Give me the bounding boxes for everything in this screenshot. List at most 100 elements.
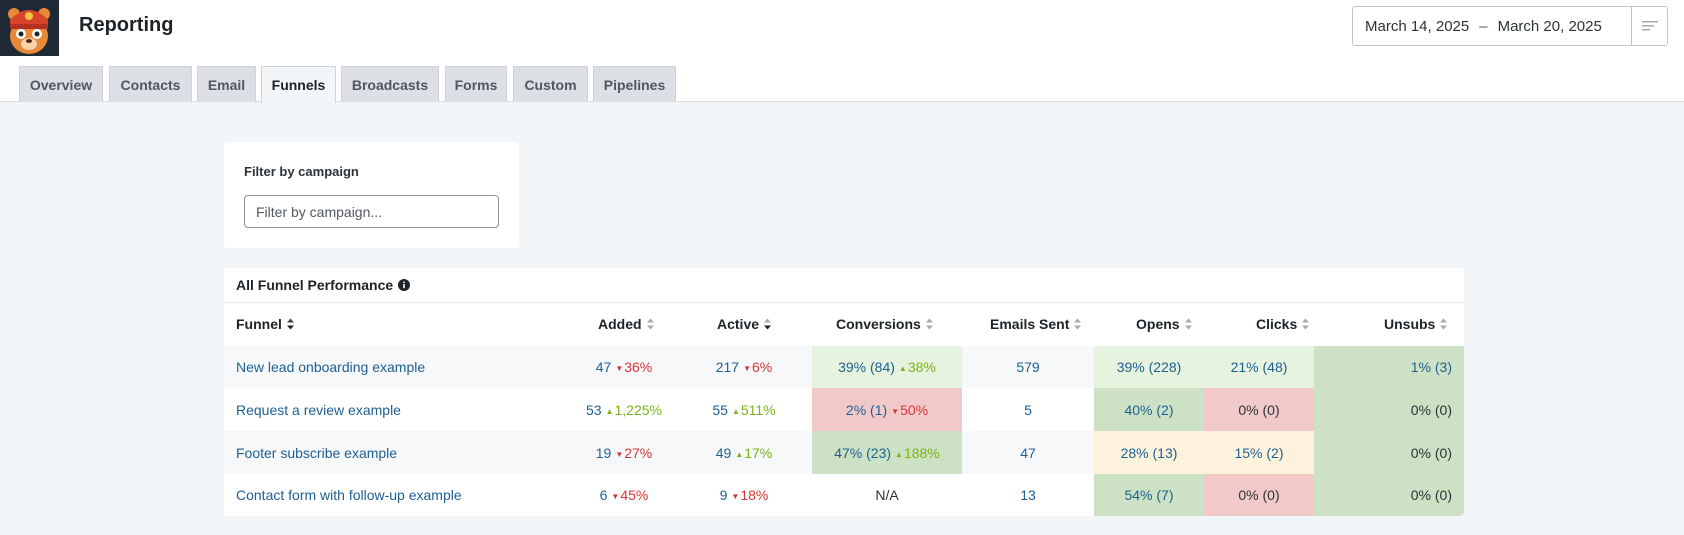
column-header-unsubs[interactable]: Unsubs	[1384, 316, 1448, 332]
cell-value: 54% (7)	[1124, 487, 1174, 503]
info-circle-icon[interactable]	[398, 279, 411, 291]
sort-desc-icon	[286, 318, 294, 330]
sort-arrows-icon	[1440, 318, 1448, 330]
funnel-link[interactable]: Request a review example	[224, 388, 544, 431]
delta-up: ▲38%	[899, 359, 936, 375]
delta-value: 18%	[740, 487, 769, 503]
delta-up: ▲511%	[732, 402, 776, 418]
arrow-up-icon: ▲	[605, 406, 614, 416]
delta-down: ▼50%	[891, 402, 928, 418]
clicks-cell[interactable]: 15% (2)	[1204, 431, 1314, 474]
unsubs-cell[interactable]: 1% (3)	[1314, 346, 1464, 388]
cell-value: 217	[715, 359, 740, 375]
tab-overview[interactable]: Overview	[19, 66, 103, 102]
cell-value: 49	[715, 444, 732, 461]
opens-cell[interactable]: 39% (228)	[1094, 346, 1204, 388]
cell-value: New lead onboarding example	[236, 359, 426, 375]
cell-value: 21% (48)	[1230, 359, 1288, 375]
date-separator: –	[1479, 18, 1488, 35]
cell-value: 28% (13)	[1120, 444, 1178, 461]
active-cell[interactable]: 55 ▲511%	[674, 388, 814, 431]
cell-value: N/A	[875, 487, 899, 503]
sort-arrows-icon	[1302, 318, 1310, 330]
funnel-link[interactable]: New lead onboarding example	[224, 346, 544, 388]
conversions-cell[interactable]: 47% (23) ▲188%	[812, 431, 962, 474]
tab-broadcasts[interactable]: Broadcasts	[341, 66, 439, 102]
column-header-funnel[interactable]: Funnel	[236, 316, 295, 332]
date-range-picker[interactable]: March 14, 2025– March 20, 2025	[1352, 6, 1668, 46]
opens-cell[interactable]: 40% (2)	[1094, 388, 1204, 431]
tab-contacts[interactable]: Contacts	[109, 66, 192, 102]
clicks-cell: 0% (0)	[1204, 474, 1314, 516]
emails-sent-cell[interactable]: 5	[962, 388, 1094, 431]
active-cell[interactable]: 217 ▼6%	[674, 346, 814, 388]
tab-funnels[interactable]: Funnels	[261, 66, 336, 103]
mascot-logo[interactable]	[0, 0, 59, 56]
sort-arrows-icon	[1184, 318, 1192, 330]
delta-up: ▲17%	[735, 445, 772, 461]
arrow-up-icon: ▲	[898, 364, 907, 373]
cell-value: 19	[595, 444, 612, 461]
cell-value: 53	[586, 401, 602, 418]
unsubs-cell: 0% (0)	[1314, 431, 1464, 474]
arrow-down-icon: ▼	[615, 364, 624, 373]
clicks-cell[interactable]: 21% (48)	[1204, 346, 1314, 388]
column-header-opens[interactable]: Opens	[1136, 316, 1193, 332]
conversions-cell[interactable]: 39% (84) ▲38%	[812, 346, 962, 388]
cell-value: 47	[595, 359, 612, 375]
date-range-text[interactable]: March 14, 2025– March 20, 2025	[1365, 18, 1602, 35]
tab-pipelines[interactable]: Pipelines	[593, 66, 676, 102]
cell-value: 5	[1024, 401, 1032, 418]
column-header-active[interactable]: Active	[717, 316, 772, 332]
arrow-down-icon: ▼	[615, 449, 624, 459]
funnel-link[interactable]: Footer subscribe example	[224, 431, 544, 474]
column-header-emails-sent[interactable]: Emails Sent	[990, 316, 1082, 332]
cell-value: 15% (2)	[1234, 444, 1284, 461]
added-cell[interactable]: 47 ▼36%	[554, 346, 694, 388]
date-end: March 20, 2025	[1497, 18, 1602, 35]
sort-arrows-icon	[646, 318, 654, 330]
added-cell[interactable]: 19 ▼27%	[554, 431, 694, 474]
emails-sent-cell[interactable]: 47	[962, 431, 1094, 474]
active-cell[interactable]: 9 ▼18%	[674, 474, 814, 516]
delta-value: 50%	[900, 401, 929, 418]
delta-down: ▼36%	[615, 359, 652, 375]
delta-up: ▲1,225%	[606, 402, 662, 418]
cell-value: 0% (0)	[1410, 487, 1452, 503]
funnel-link[interactable]: Contact form with follow-up example	[224, 474, 544, 516]
tab-email[interactable]: Email	[197, 66, 256, 102]
date-menu-button[interactable]	[1631, 7, 1667, 45]
lines-menu-icon	[1642, 21, 1658, 31]
cell-value: Footer subscribe example	[236, 444, 398, 461]
cell-value: 0% (0)	[1410, 401, 1452, 418]
cell-value: 47% (23)	[834, 444, 892, 461]
added-cell[interactable]: 6 ▼45%	[554, 474, 694, 516]
performance-title: All Funnel Performance	[236, 277, 411, 293]
cell-value: 39% (84)	[838, 359, 895, 375]
column-header-added[interactable]: Added	[598, 316, 655, 332]
column-header-conversions[interactable]: Conversions	[836, 316, 934, 332]
column-header-clicks[interactable]: Clicks	[1256, 316, 1310, 332]
column-label: Conversions	[836, 316, 921, 332]
opens-cell[interactable]: 28% (13)	[1094, 431, 1204, 474]
unsubs-cell: 0% (0)	[1314, 474, 1464, 516]
delta-value: 17%	[744, 444, 773, 461]
delta-down: ▼6%	[743, 359, 772, 375]
arrow-down-icon: ▼	[743, 364, 752, 373]
added-cell[interactable]: 53 ▲1,225%	[554, 388, 694, 431]
unsubs-cell: 0% (0)	[1314, 388, 1464, 431]
conversions-cell[interactable]: 2% (1) ▼50%	[812, 388, 962, 431]
opens-cell[interactable]: 54% (7)	[1094, 474, 1204, 516]
tab-forms[interactable]: Forms	[445, 66, 507, 102]
active-cell[interactable]: 49 ▲17%	[674, 431, 814, 474]
campaign-filter-input[interactable]	[244, 195, 499, 228]
column-label: Unsubs	[1384, 316, 1436, 332]
tab-custom[interactable]: Custom	[513, 66, 588, 102]
clicks-cell: 0% (0)	[1204, 388, 1314, 431]
emails-sent-cell[interactable]: 579	[962, 346, 1094, 388]
emails-sent-cell[interactable]: 13	[962, 474, 1094, 516]
title-divider	[224, 302, 1464, 303]
top-bar: Reporting March 14, 2025– March 20, 2025	[0, 0, 1684, 56]
date-start: March 14, 2025	[1365, 18, 1470, 35]
arrow-down-icon: ▼	[731, 492, 740, 501]
